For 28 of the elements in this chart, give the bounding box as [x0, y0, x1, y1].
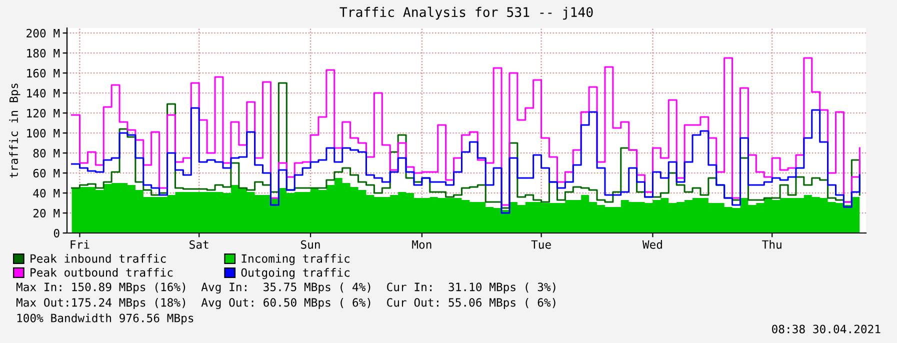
y-tick-label: 100 M — [27, 128, 60, 138]
text: Max Out:175.24 MBps (18%) Avg Out: 60.50 MBps ( 6%) Cur Out: 55.06 MBps ( 6%) — [16, 298, 556, 310]
x-tick-label: Wed — [642, 240, 662, 249]
text: 100% Bandwidth 976.56 MBps — [17, 314, 194, 325]
text: 08:38 30.04.2021 — [772, 324, 880, 334]
x-tick-label: Mon — [412, 240, 432, 249]
y-tick-label: 80 M — [33, 148, 60, 158]
x-tick-label: Thu — [762, 240, 782, 249]
legend-label: Peak inbound traffic — [30, 254, 166, 263]
y-axis-title: traffic in Bps — [9, 84, 20, 178]
y-tick-label: 140 M — [27, 88, 60, 98]
text: Max In: 150.89 MBps (16%) Avg In: 35.75 MBps ( 4%) Cur In: 31.10 MBps ( 3%) — [16, 282, 556, 294]
y-tick-label: 0 — [54, 228, 60, 238]
x-tick-label: Sun — [301, 240, 320, 249]
y-tick-label: 180 M — [27, 48, 60, 58]
x-tick-label: Tue — [531, 240, 551, 249]
x-tick-label: Sat — [190, 240, 208, 249]
y-tick-label: 160 M — [27, 68, 60, 78]
chart-title: Traffic Analysis for 531 -- j140 — [340, 6, 593, 20]
legend-label: Peak outbound traffic — [30, 268, 173, 277]
legend-label: Outgoing traffic — [241, 268, 350, 280]
y-tick-label: 60 M — [33, 168, 60, 178]
legend-label: Incoming traffic — [242, 254, 350, 266]
y-tick-label: 40 M — [33, 188, 60, 198]
y-tick-label: 20 M — [33, 208, 60, 218]
x-tick-label: Fri — [70, 240, 90, 249]
y-tick-label: 120 M — [27, 108, 60, 118]
y-tick-label: 200 M — [26, 28, 60, 38]
